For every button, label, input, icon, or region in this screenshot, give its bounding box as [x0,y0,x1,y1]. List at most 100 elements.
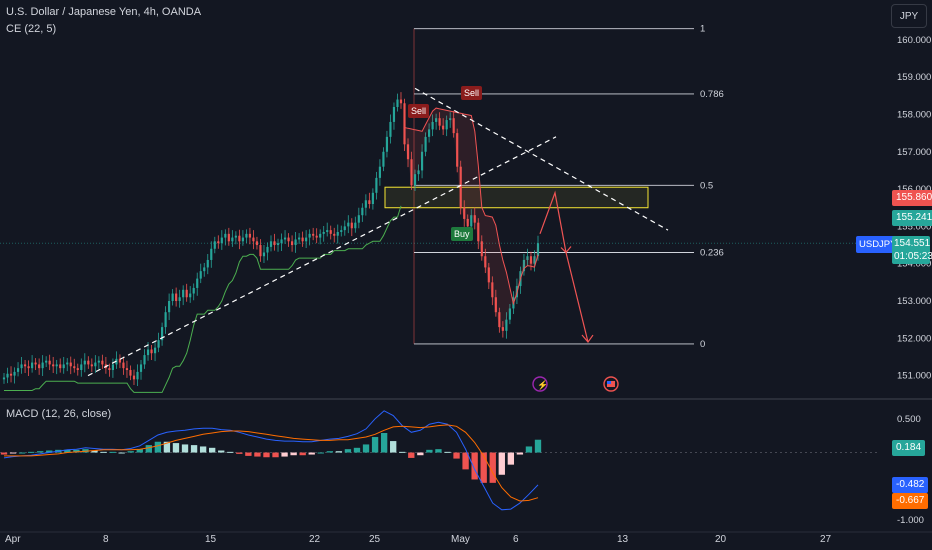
candle-body [420,151,424,171]
sell-signal[interactable]: Sell [408,104,430,118]
candle-body [494,297,497,313]
candle-body [406,144,410,160]
candle-body [192,287,195,294]
candle-body [347,222,350,227]
time-axis-tick: May [451,534,470,545]
candle-body [248,233,252,238]
candle-body [417,170,420,175]
time-axis-tick: 20 [715,534,727,545]
histogram-bar [344,449,352,453]
sell-signal-2[interactable]: Sell [461,86,483,100]
candle-body [333,233,336,236]
candle-body [255,241,259,246]
histogram-bar [353,447,361,453]
candle-body [413,174,417,186]
histogram-bar [290,452,297,456]
macd-line [3,410,539,511]
price-axis-tick: 151.000 [897,371,931,382]
histogram-bar [417,452,424,456]
candle-body [171,293,174,301]
histogram-bar [236,452,243,454]
projection-arrow [539,190,589,343]
candle-body [470,215,473,227]
supply-zone [384,186,649,209]
signal-line-tag: -0.667 [892,493,929,509]
candle-body [241,237,244,242]
histogram-bar [317,452,324,454]
candle-body [294,239,297,246]
time-axis-tick: 22 [309,534,321,545]
candle-body [217,241,220,244]
candle-body [308,233,311,238]
candle-body [52,364,55,367]
arrow-head [581,334,594,344]
histogram-bar [245,452,252,456]
histogram-bar [507,452,515,465]
currency-button[interactable]: JPY [891,4,927,28]
candle-body [94,362,97,367]
candle-body [396,99,399,107]
candle-body [157,340,160,348]
histogram-bar [100,451,107,453]
price-axis-tick: 158.000 [897,109,931,120]
candle-body [185,289,188,298]
ce-short-shade [404,108,538,331]
candle-body [287,237,290,242]
candle-body [143,355,146,365]
price-axis-tick: 155.000 [897,221,931,232]
histogram-bar [399,451,406,453]
countdown: 01:05:23 [894,251,932,262]
price-axis-tick: 153.000 [897,296,931,307]
time-axis-tick: 6 [513,534,519,545]
candle-body [449,118,452,121]
candle-body [20,364,23,369]
lightning-glyph: ⚡ [537,379,548,391]
candle-body [182,289,185,298]
histogram-bar [263,452,270,458]
arrow-head [560,246,572,254]
histogram-bar [46,450,53,453]
candle-body [196,278,199,288]
candle-body [206,259,209,268]
histogram-bar [18,452,26,454]
candle-body [385,136,389,152]
buy-signal[interactable]: Buy [451,227,473,241]
candle-body [48,360,51,365]
candle-body [456,133,459,167]
histogram-bar [426,449,433,453]
candle-body [227,233,230,242]
candle-body [122,362,125,369]
time-axis-tick: 25 [369,534,381,545]
candle-body [484,256,487,268]
candle-body [378,166,381,178]
candle-body [90,364,93,367]
candle-body [329,230,332,234]
candle-body [526,256,529,260]
lightning-icon [532,376,548,392]
histogram-bar [281,452,288,457]
candle-body [442,125,445,130]
macd-histogram [0,432,542,483]
candle-body [2,377,6,380]
histogram-bar [118,452,125,454]
indicator-label[interactable]: CE (22, 5) [6,23,57,35]
time-axis-tick: Apr [5,534,21,545]
candles [2,92,540,387]
candle-body [438,118,441,126]
candle-body [312,233,315,236]
macd-label[interactable]: MACD (12, 26, close) [6,408,112,420]
candle-body [336,231,339,236]
candle-body [168,301,171,313]
candle-body [27,366,30,369]
fib-level-label: 1 [700,24,705,35]
candle-body [340,230,343,232]
candle-body [290,241,294,246]
candle-body [69,362,72,367]
histogram-bar [9,452,17,454]
candle-body [315,235,318,238]
histogram-bar [136,449,143,453]
last-price-tag: 154.551 01:05:23 [892,236,932,264]
candle-body [101,360,104,365]
candle-body [350,222,353,229]
